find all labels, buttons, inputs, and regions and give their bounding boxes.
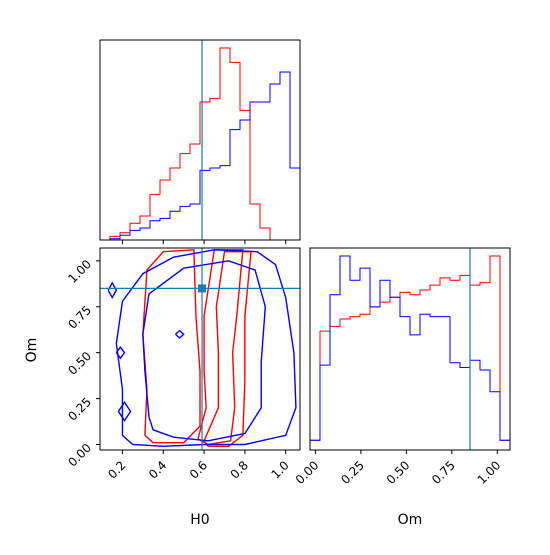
h0-histogram-series-blue bbox=[100, 71, 300, 240]
om-histogram-panel bbox=[309, 247, 511, 451]
h0-tick-label: 0.4 bbox=[146, 458, 169, 481]
contour-frame bbox=[99, 247, 301, 451]
contour-blue bbox=[107, 281, 118, 300]
truth-marker bbox=[198, 284, 207, 293]
x-axis-label-om: Om bbox=[398, 512, 423, 528]
h0-histogram bbox=[100, 47, 300, 240]
contour-blue bbox=[115, 345, 126, 360]
contour-blue bbox=[115, 249, 297, 448]
contour-red bbox=[142, 249, 201, 444]
contour-red bbox=[197, 249, 244, 446]
h0-tick-label: 0.6 bbox=[187, 458, 210, 481]
y-axis-label-om: Om bbox=[24, 338, 40, 363]
h0-histogram-panel bbox=[99, 39, 301, 241]
h0-tick-label: 0.8 bbox=[228, 458, 251, 481]
om-histogram-frame bbox=[309, 247, 511, 451]
om-y-tick-label: 1.00 bbox=[65, 257, 94, 286]
om-histogram-series-blue bbox=[310, 255, 510, 450]
om-histogram bbox=[310, 255, 510, 450]
h0-histogram-frame bbox=[99, 39, 301, 241]
om-histogram-series-red bbox=[310, 255, 510, 450]
om-x-tick-label: 1.00 bbox=[475, 458, 504, 487]
h0-histogram-series-red bbox=[100, 47, 300, 240]
om-y-tick-label: 0.25 bbox=[65, 395, 94, 424]
contour-blue bbox=[175, 329, 185, 339]
contour-red bbox=[203, 250, 252, 448]
om-y-tick-label: 0.00 bbox=[65, 441, 94, 470]
contour-blue bbox=[142, 260, 267, 442]
om-y-tick-label: 0.75 bbox=[65, 303, 94, 332]
om-y-tick-label: 0.50 bbox=[65, 349, 94, 378]
h0-tick-label: 1.0 bbox=[268, 458, 291, 481]
x-axis-label-h0: H0 bbox=[190, 512, 209, 528]
h0-om-contour-panel bbox=[99, 247, 301, 451]
om-x-tick-label: 0.25 bbox=[338, 458, 367, 487]
contour-blue bbox=[117, 400, 132, 422]
om-x-tick-label: 0.50 bbox=[384, 458, 413, 487]
om-x-tick-label: 0.75 bbox=[429, 458, 458, 487]
om-x-tick-label: 0.00 bbox=[293, 458, 322, 487]
contour-group bbox=[107, 249, 297, 448]
h0-tick-label: 0.2 bbox=[105, 458, 128, 481]
